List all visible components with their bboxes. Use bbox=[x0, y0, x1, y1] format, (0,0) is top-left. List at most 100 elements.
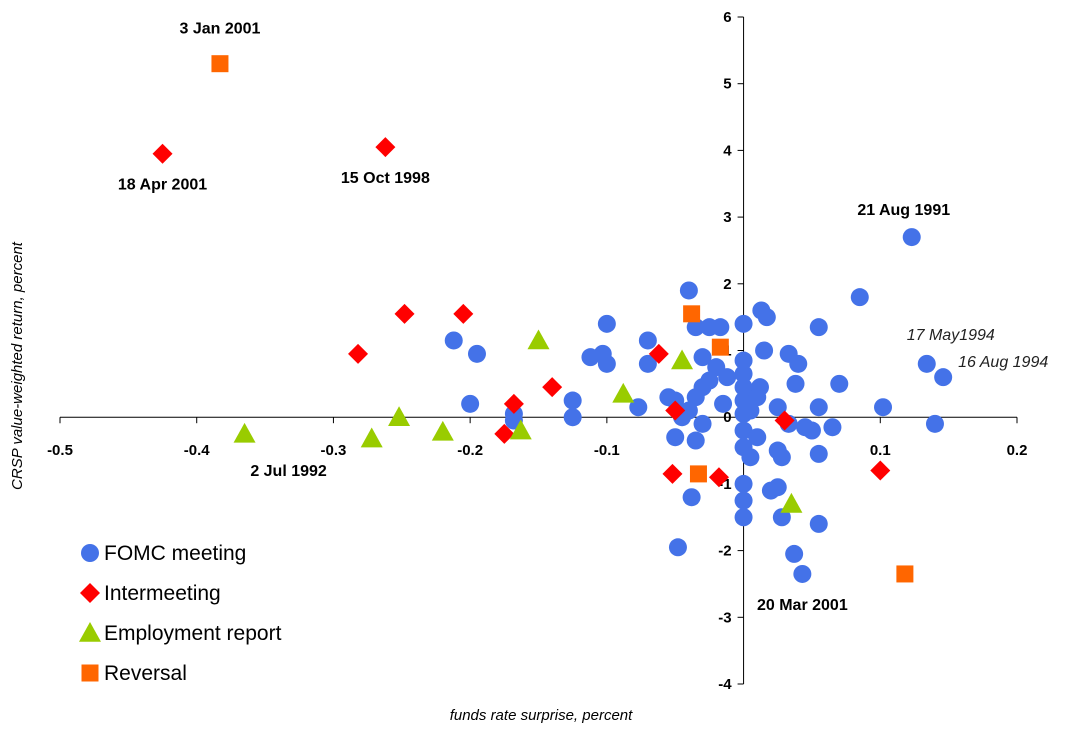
x-tick-label: 0.1 bbox=[870, 442, 891, 459]
circle-point bbox=[638, 331, 657, 350]
square-point bbox=[689, 465, 707, 483]
circle-point bbox=[789, 354, 808, 373]
legend-label: Reversal bbox=[104, 662, 187, 685]
triangle-point bbox=[509, 419, 532, 440]
legend-label: FOMC meeting bbox=[104, 542, 246, 565]
circle-point bbox=[734, 508, 753, 527]
legend-swatch bbox=[81, 664, 99, 682]
circle-point bbox=[597, 314, 616, 333]
circle-point bbox=[734, 421, 753, 440]
legend-label: Employment report bbox=[104, 622, 282, 645]
y-tick-label: 0 bbox=[723, 409, 731, 426]
circle-point bbox=[755, 341, 774, 360]
legend-swatch bbox=[80, 583, 100, 603]
circle-point bbox=[461, 394, 480, 413]
diamond-point bbox=[774, 410, 795, 431]
diamond-point bbox=[348, 343, 369, 364]
triangle-point bbox=[388, 406, 411, 426]
circle-point bbox=[563, 408, 582, 427]
circle-point bbox=[934, 368, 953, 387]
circle-point bbox=[666, 391, 685, 410]
circle-point bbox=[666, 428, 685, 447]
y-tick-label: -4 bbox=[718, 676, 732, 693]
circle-point bbox=[734, 378, 753, 397]
circle-point bbox=[772, 508, 791, 527]
triangle-point bbox=[360, 427, 383, 448]
circle-point bbox=[734, 364, 753, 383]
y-tick-label: 4 bbox=[723, 142, 732, 159]
circle-point bbox=[748, 388, 767, 407]
annotation-label: 16 Aug 1994 bbox=[958, 354, 1048, 371]
circle-point bbox=[597, 354, 616, 373]
legend-item: Intermeeting bbox=[80, 582, 221, 605]
circle-point bbox=[734, 314, 753, 333]
circle-point bbox=[793, 564, 812, 583]
circle-point bbox=[734, 351, 753, 370]
y-tick-label: 6 bbox=[723, 9, 731, 26]
triangle-point bbox=[431, 420, 454, 441]
circle-point bbox=[925, 414, 944, 433]
circle-point bbox=[718, 368, 737, 387]
circle-point bbox=[902, 228, 921, 247]
circle-point bbox=[581, 348, 600, 367]
circle-point bbox=[748, 428, 767, 447]
diamond-point bbox=[648, 343, 669, 364]
annotation-label: 21 Aug 1991 bbox=[857, 202, 950, 219]
annotation-label: 20 Mar 2001 bbox=[757, 597, 848, 614]
triangle-point bbox=[671, 349, 694, 370]
diamond-point bbox=[394, 303, 415, 324]
x-tick-label: -0.3 bbox=[320, 442, 346, 459]
y-axis-title: CRSP value-weighted return, percent bbox=[9, 241, 26, 490]
x-tick-label: 0.2 bbox=[1007, 442, 1028, 459]
series-employment-report bbox=[233, 329, 803, 513]
diamond-point bbox=[152, 143, 173, 164]
legend-swatch bbox=[79, 622, 101, 642]
circle-point bbox=[917, 354, 936, 373]
y-tick-label: -2 bbox=[718, 543, 731, 560]
circle-point bbox=[693, 348, 712, 367]
circle-point bbox=[679, 281, 698, 300]
circle-point bbox=[850, 288, 869, 307]
circle-point bbox=[686, 318, 705, 337]
series-intermeeting bbox=[152, 137, 891, 488]
circle-point bbox=[668, 538, 687, 557]
legend-label: Intermeeting bbox=[104, 582, 221, 605]
annotation-label: 2 Jul 1992 bbox=[250, 463, 327, 480]
y-tick-label: -3 bbox=[718, 609, 731, 626]
circle-point bbox=[757, 308, 776, 327]
triangle-point bbox=[527, 329, 550, 350]
circle-point bbox=[809, 444, 828, 463]
x-tick-label: -0.5 bbox=[47, 442, 73, 459]
legend-item: Employment report bbox=[79, 622, 282, 645]
annotations: 3 Jan 2001 18 Apr 2001 15 Oct 1998 21 Aug 1… bbox=[118, 21, 1048, 614]
annotation-label: 15 Oct 1998 bbox=[341, 170, 430, 187]
circle-point bbox=[693, 414, 712, 433]
y-tick-label: 2 bbox=[723, 276, 731, 293]
legend-swatch bbox=[81, 544, 99, 562]
circle-point bbox=[768, 478, 787, 497]
circle-point bbox=[809, 318, 828, 337]
y-tick-label: 5 bbox=[723, 76, 731, 93]
circle-point bbox=[823, 418, 842, 437]
circle-point bbox=[734, 474, 753, 493]
circle-point bbox=[768, 398, 787, 417]
square-point bbox=[711, 338, 729, 356]
square-point bbox=[211, 55, 229, 73]
triangle-point bbox=[780, 492, 803, 513]
square-point bbox=[896, 565, 914, 583]
diamond-point bbox=[708, 467, 729, 488]
circle-point bbox=[809, 398, 828, 417]
y-ticks: -4-3-2-10123456 bbox=[718, 9, 744, 693]
circle-point bbox=[741, 448, 760, 467]
annotation-label: 17 May1994 bbox=[907, 327, 995, 344]
legend-item: Reversal bbox=[81, 662, 187, 685]
x-axis-title: funds rate surprise, percent bbox=[450, 707, 633, 724]
circle-point bbox=[638, 354, 657, 373]
diamond-point bbox=[453, 303, 474, 324]
circle-point bbox=[786, 374, 805, 393]
y-tick-label: 3 bbox=[723, 209, 731, 226]
circle-point bbox=[711, 318, 730, 337]
legend: FOMC meeting Intermeeting Employment repor… bbox=[79, 542, 282, 685]
diamond-point bbox=[870, 460, 891, 481]
